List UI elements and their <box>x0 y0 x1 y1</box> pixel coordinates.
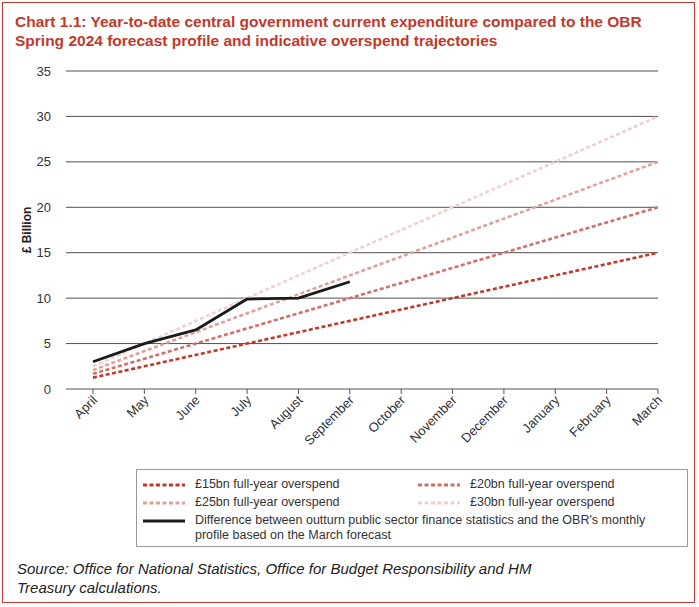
x-tick-label: November <box>407 392 460 445</box>
grid-line <box>66 116 658 117</box>
y-tick-label: 10 <box>37 291 51 306</box>
x-tick <box>555 389 556 394</box>
legend-label: £20bn full-year overspend <box>470 477 615 492</box>
y-tick-label: 5 <box>44 336 51 351</box>
x-tick <box>452 389 453 394</box>
source: Source: Office for National Statistics, … <box>17 559 577 597</box>
y-tick-label: 30 <box>37 109 51 124</box>
grid-line <box>66 298 658 299</box>
legend-item: £20bn full-year overspend <box>418 477 615 492</box>
title: Chart 1.1: Year-to-date central governme… <box>15 12 675 50</box>
x-tick-label: August <box>266 392 305 431</box>
series-line <box>93 162 658 370</box>
legend-swatch <box>143 516 185 526</box>
x-tick-label: April <box>71 392 100 421</box>
x-tick <box>144 389 145 394</box>
grid-line <box>66 207 658 208</box>
x-tick <box>606 389 607 394</box>
y-tick-label: 25 <box>37 154 51 169</box>
legend-line <box>418 484 460 487</box>
x-tick <box>349 389 350 394</box>
figure: Chart 1.1: Year-to-date central governme… <box>2 2 695 603</box>
grid-line <box>66 161 658 162</box>
x-tick-label: December <box>458 392 511 445</box>
plot-area <box>93 116 658 377</box>
legend-line <box>143 520 185 523</box>
x-tick <box>503 389 504 394</box>
legend-item: £15bn full-year overspend <box>143 477 340 492</box>
x-tick-label: January <box>519 392 563 436</box>
legend-item: £30bn full-year overspend <box>418 495 615 510</box>
legend-line <box>418 502 460 505</box>
x-tick-label: May <box>124 392 152 420</box>
series-line <box>93 207 658 374</box>
legend-label: Difference between outturn public sector… <box>195 513 678 543</box>
legend-swatch <box>418 480 460 490</box>
legend-line <box>143 502 185 505</box>
series-line <box>93 253 658 378</box>
legend-line <box>143 484 185 487</box>
legend-label: £15bn full-year overspend <box>195 477 340 492</box>
y-tick-label: 35 <box>37 64 51 79</box>
y-tick-label: 0 <box>44 382 51 397</box>
grid-line <box>66 71 658 72</box>
x-tick-label: March <box>629 393 665 429</box>
x-tick <box>195 389 196 394</box>
legend-swatch <box>143 480 185 490</box>
legend-item: £25bn full-year overspend <box>143 495 340 510</box>
x-axis-line <box>66 388 658 389</box>
x-tick-label: February <box>566 392 614 440</box>
legend-swatch <box>143 498 185 508</box>
y-tick-label: 15 <box>37 245 51 260</box>
x-tick <box>298 389 299 394</box>
x-tick-label: July <box>227 392 254 419</box>
series-line <box>93 282 350 362</box>
x-tick-label: October <box>365 392 409 436</box>
legend-item: Difference between outturn public sector… <box>143 513 678 543</box>
series-line <box>93 116 658 366</box>
x-tick <box>93 389 94 394</box>
y-axis-label: £ Billion <box>20 207 34 254</box>
grid-line <box>66 252 658 253</box>
x-tick-label: September <box>301 392 357 448</box>
y-tick-label: 20 <box>37 200 51 215</box>
legend-swatch <box>418 498 460 508</box>
legend-label: £30bn full-year overspend <box>470 495 615 510</box>
legend: £15bn full-year overspend £20bn full-year… <box>136 469 688 547</box>
grid-line <box>66 343 658 344</box>
x-tick <box>401 389 402 394</box>
x-tick <box>247 389 248 394</box>
x-tick <box>658 389 659 394</box>
x-tick-label: June <box>172 393 203 424</box>
legend-label: £25bn full-year overspend <box>195 495 340 510</box>
